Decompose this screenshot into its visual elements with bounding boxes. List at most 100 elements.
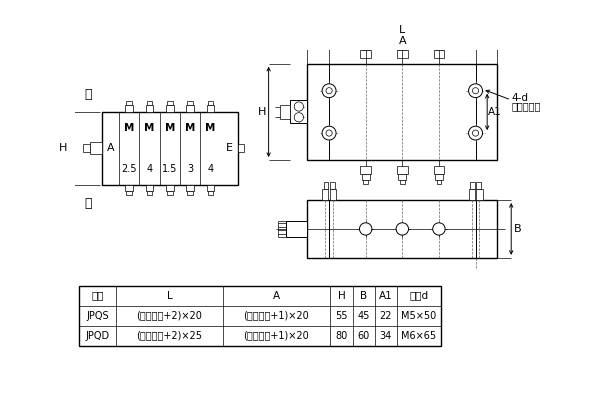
Text: （安装孔）: （安装孔）: [511, 101, 540, 111]
Bar: [307, 64, 497, 160]
Bar: [307, 200, 497, 258]
Bar: [207, 185, 214, 191]
Bar: [397, 50, 408, 58]
Bar: [187, 191, 193, 196]
Text: (工作块数+1)×20: (工作块数+1)×20: [244, 311, 309, 321]
Circle shape: [396, 223, 409, 235]
Bar: [360, 50, 371, 58]
Circle shape: [322, 84, 336, 98]
Bar: [126, 191, 132, 196]
Text: JPQS: JPQS: [86, 311, 108, 321]
Text: (工作块数+2)×25: (工作块数+2)×25: [137, 331, 202, 341]
Bar: [435, 44, 443, 50]
Bar: [435, 174, 443, 180]
Text: H: H: [338, 290, 346, 300]
Bar: [186, 105, 194, 111]
Bar: [146, 105, 153, 111]
Bar: [208, 101, 213, 105]
Text: A: A: [273, 290, 280, 300]
Bar: [125, 185, 133, 191]
Bar: [437, 40, 441, 44]
Text: 4: 4: [207, 164, 213, 174]
Bar: [286, 221, 307, 237]
Bar: [146, 185, 153, 191]
Bar: [280, 105, 291, 119]
Bar: [364, 40, 368, 44]
Text: JPQD: JPQD: [85, 331, 110, 341]
Circle shape: [294, 102, 304, 111]
Bar: [125, 105, 133, 111]
Bar: [434, 50, 444, 58]
Text: (工作块数+2)×20: (工作块数+2)×20: [137, 311, 202, 321]
Bar: [167, 191, 173, 196]
Bar: [362, 174, 370, 180]
Bar: [322, 188, 328, 200]
Bar: [437, 180, 441, 184]
Bar: [362, 44, 370, 50]
Bar: [291, 100, 307, 124]
Text: B: B: [513, 224, 521, 234]
Bar: [187, 101, 193, 105]
Bar: [470, 182, 475, 188]
Bar: [398, 44, 406, 50]
Bar: [78, 285, 441, 346]
Text: M: M: [205, 124, 216, 134]
Circle shape: [326, 88, 332, 94]
Text: A: A: [107, 143, 114, 153]
Text: A1: A1: [379, 290, 392, 300]
Circle shape: [473, 88, 479, 94]
Text: M5×50: M5×50: [401, 311, 437, 321]
Text: 4-d: 4-d: [511, 94, 528, 104]
Circle shape: [432, 223, 445, 235]
Circle shape: [322, 126, 336, 140]
Circle shape: [359, 223, 372, 235]
Circle shape: [294, 113, 304, 122]
Text: 55: 55: [335, 311, 348, 321]
Text: 34: 34: [380, 331, 392, 341]
Text: M: M: [124, 124, 134, 134]
Text: H: H: [258, 107, 267, 117]
Text: H: H: [59, 143, 68, 153]
Text: 螺钉d: 螺钉d: [409, 290, 428, 300]
Bar: [166, 105, 174, 111]
Bar: [208, 191, 213, 196]
Bar: [398, 174, 406, 180]
Bar: [147, 191, 152, 196]
Bar: [186, 185, 194, 191]
Bar: [434, 166, 444, 174]
Bar: [238, 144, 244, 152]
Text: M6×65: M6×65: [401, 331, 437, 341]
Text: M: M: [185, 124, 195, 134]
Text: 1.5: 1.5: [162, 164, 177, 174]
Bar: [166, 185, 174, 191]
Text: M: M: [144, 124, 155, 134]
Bar: [360, 166, 371, 174]
Text: (工作块数+1)×20: (工作块数+1)×20: [244, 331, 309, 341]
Bar: [207, 105, 214, 111]
Text: L: L: [167, 290, 173, 300]
Bar: [330, 182, 334, 188]
Text: 80: 80: [335, 331, 347, 341]
Text: B: B: [361, 290, 368, 300]
Text: M: M: [165, 124, 175, 134]
Bar: [400, 180, 405, 184]
Bar: [364, 180, 368, 184]
Bar: [83, 144, 90, 152]
Bar: [397, 166, 408, 174]
Circle shape: [473, 130, 479, 136]
Bar: [400, 40, 405, 44]
Bar: [330, 188, 336, 200]
Bar: [476, 182, 481, 188]
Text: 左: 左: [84, 197, 92, 210]
Bar: [126, 101, 132, 105]
Text: 22: 22: [379, 311, 392, 321]
Circle shape: [326, 130, 332, 136]
Text: 60: 60: [358, 331, 370, 341]
Bar: [102, 111, 238, 185]
Text: A1: A1: [488, 107, 502, 117]
Text: 3: 3: [187, 164, 193, 174]
Circle shape: [468, 84, 483, 98]
Bar: [476, 188, 483, 200]
Text: 型号: 型号: [91, 290, 104, 300]
Bar: [468, 188, 475, 200]
